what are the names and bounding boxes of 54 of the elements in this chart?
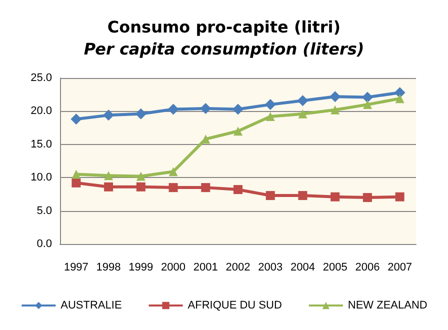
point bbox=[264, 99, 276, 110]
point bbox=[168, 104, 179, 115]
x-tick-label: 2000 bbox=[161, 262, 186, 274]
x-tick-label: 2005 bbox=[322, 262, 348, 274]
point bbox=[234, 126, 242, 136]
y-tick-label: 0.0 bbox=[36, 238, 52, 250]
point bbox=[394, 87, 406, 98]
point bbox=[232, 104, 244, 115]
point bbox=[362, 100, 372, 110]
legend-label: NEW ZEALAND bbox=[348, 300, 428, 312]
x-tick-label: 2006 bbox=[355, 262, 380, 274]
point bbox=[330, 105, 340, 114]
point bbox=[297, 95, 308, 106]
point bbox=[136, 182, 146, 192]
point bbox=[330, 192, 340, 202]
point bbox=[362, 92, 373, 103]
x-tick-label: 2004 bbox=[290, 262, 315, 274]
point bbox=[201, 183, 210, 192]
point bbox=[395, 94, 404, 104]
point bbox=[200, 103, 212, 114]
point bbox=[72, 170, 81, 179]
point bbox=[168, 183, 178, 192]
chart-subtitle: Per capita consumption (liters) bbox=[84, 40, 364, 58]
point bbox=[330, 91, 341, 102]
y-tick-label: 25.0 bbox=[30, 72, 52, 84]
point bbox=[234, 185, 242, 194]
point bbox=[103, 110, 114, 121]
legend-label: AUSTRALIE bbox=[60, 300, 122, 312]
y-tick-label: 5.0 bbox=[36, 204, 52, 217]
point bbox=[395, 192, 404, 202]
point bbox=[298, 191, 308, 200]
x-tick-label: 2001 bbox=[193, 262, 218, 274]
point bbox=[104, 171, 114, 180]
x-tick-label: 2007 bbox=[388, 262, 412, 274]
point bbox=[136, 172, 146, 181]
point bbox=[168, 167, 178, 176]
x-tick-label: 1998 bbox=[96, 262, 121, 274]
point bbox=[298, 109, 308, 118]
point bbox=[266, 191, 275, 200]
y-tick-label: 15.0 bbox=[30, 138, 52, 150]
point bbox=[266, 112, 275, 122]
point bbox=[70, 114, 82, 125]
point bbox=[72, 178, 81, 188]
point bbox=[135, 108, 146, 120]
y-tick-label: 20.0 bbox=[30, 105, 52, 118]
y-tick-label: 10.0 bbox=[30, 172, 52, 184]
point bbox=[362, 193, 372, 202]
legend-label: AFRIQUE DU SUD bbox=[188, 300, 282, 312]
x-tick-label: 1997 bbox=[64, 262, 88, 274]
x-tick-label: 2003 bbox=[258, 262, 283, 274]
chart-title: Consumo pro-capite (litri) bbox=[107, 18, 341, 36]
x-tick-label: 1999 bbox=[128, 262, 154, 274]
point bbox=[104, 182, 114, 192]
x-tick-label: 2002 bbox=[226, 262, 250, 274]
